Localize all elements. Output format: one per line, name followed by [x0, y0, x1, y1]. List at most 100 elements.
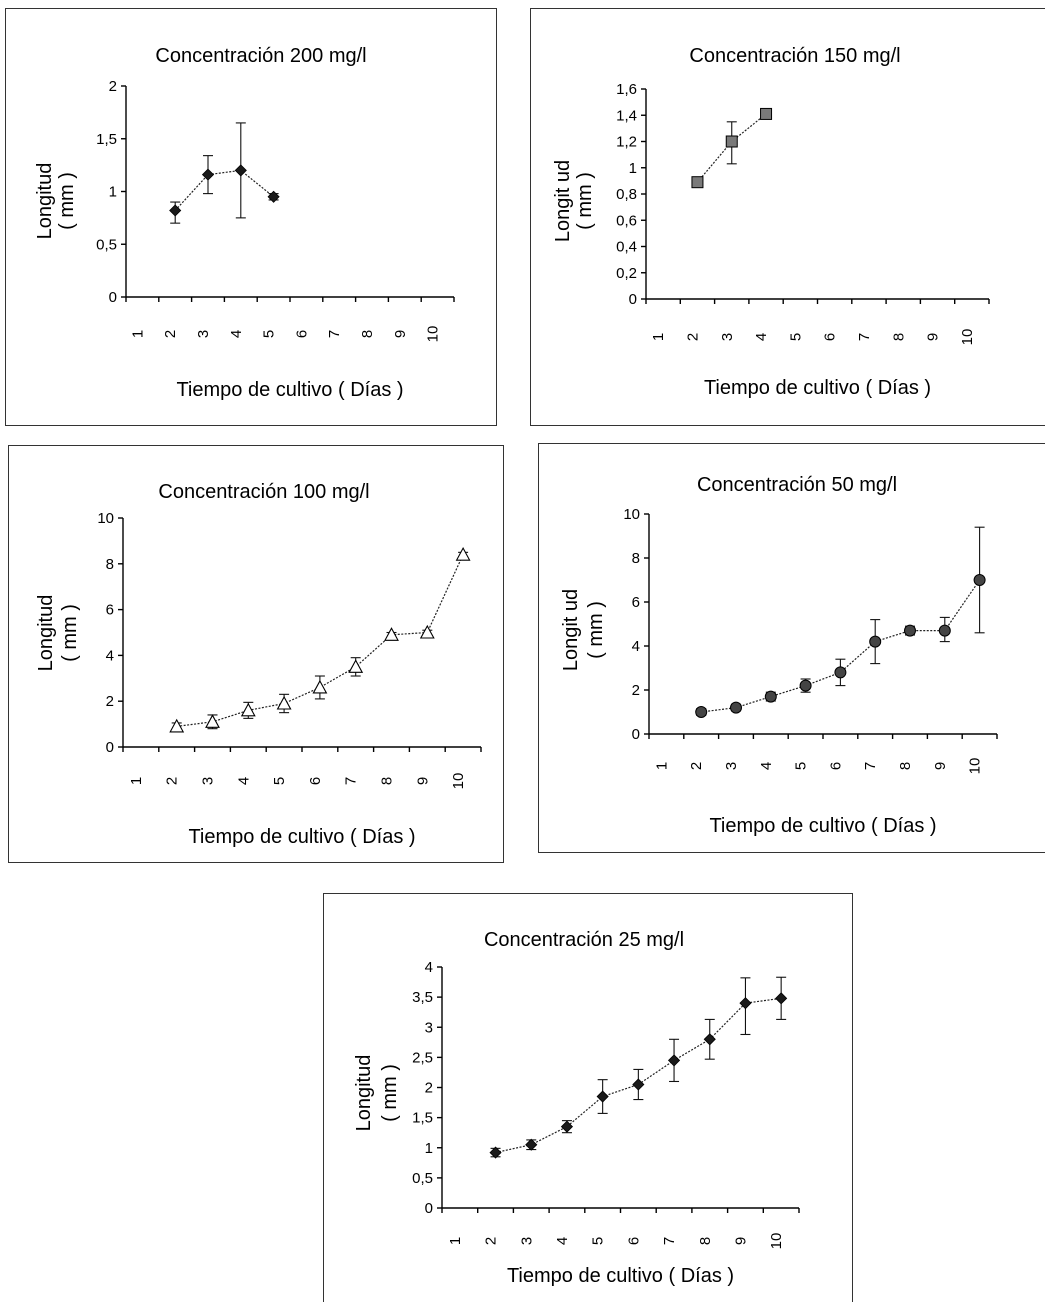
chart-50-point-6 — [904, 624, 916, 637]
chart-50-ytick-label-0: 0 — [632, 726, 640, 743]
chart-100-ylabel: Longitud — [35, 595, 57, 672]
chart-200-svg: Concentración 200 mg/l Longitud( mm ) Tiem… — [34, 45, 455, 401]
chart-150-ytick-label-2: 0,4 — [616, 239, 637, 256]
chart-25-ytick-label-5: 2,5 — [412, 1049, 433, 1066]
chart-25-title: Concentración 25 mg/l — [484, 929, 684, 951]
chart-150-xtick-label-7: 8 — [890, 333, 907, 341]
chart-100-ytick-label-5: 10 — [97, 510, 114, 527]
chart-25-xtick-label-0: 1 — [447, 1237, 464, 1245]
chart-100-point-0 — [169, 718, 185, 733]
chart-25-ytick-label-8: 4 — [425, 959, 433, 976]
chart-100-xtick-label-5: 6 — [307, 777, 324, 785]
chart-100-title: Concentración 100 mg/l — [158, 481, 369, 503]
chart-50-xtick-label-9: 10 — [967, 758, 984, 775]
chart-50-xtick-label-2: 3 — [723, 762, 740, 770]
chart-150-ytick-label-1: 0,2 — [616, 265, 637, 282]
chart-200-xtick-label-4: 5 — [261, 330, 278, 338]
chart-50-point-4 — [834, 666, 847, 679]
chart-200-point-3 — [267, 190, 280, 203]
chart-150-xtick-label-3: 4 — [753, 333, 770, 341]
chart-50-xtick-label-7: 8 — [897, 762, 914, 770]
chart-100-ytick-label-0: 0 — [106, 739, 114, 756]
chart-100-point-6 — [384, 627, 399, 641]
chart-50-xlabel: Tiempo de cultivo ( Días ) — [709, 815, 936, 837]
chart-100-xtick-label-9: 10 — [450, 773, 467, 790]
chart-150-xtick-label-2: 3 — [719, 333, 736, 341]
chart-150-ytick-label-3: 0,6 — [616, 212, 637, 229]
chart-50-xtick-label-3: 4 — [758, 762, 775, 770]
chart-50-point-7 — [938, 624, 951, 637]
chart-200-ytick-label-2: 1 — [109, 184, 117, 201]
chart-200-xtick-label-9: 10 — [425, 326, 442, 343]
chart-150-ylabel-unit: ( mm ) — [574, 172, 596, 230]
chart-25-ytick-label-7: 3,5 — [412, 989, 433, 1006]
chart-150-title: Concentración 150 mg/l — [689, 45, 900, 67]
chart-50-xtick-label-5: 6 — [827, 762, 844, 770]
chart-100-ytick-label-2: 4 — [106, 647, 114, 664]
chart-150-xtick-label-0: 1 — [650, 333, 667, 341]
chart-50-ylabel-unit: ( mm ) — [585, 601, 607, 659]
chart-150-xtick-label-9: 10 — [959, 329, 976, 346]
chart-50-point-3 — [799, 679, 812, 692]
chart-200-point-1 — [201, 168, 215, 181]
chart-25-xtick-label-4: 5 — [590, 1237, 607, 1245]
chart-100-point-7 — [419, 624, 435, 639]
chart-100-point-4 — [312, 679, 328, 694]
chart-25-point-7 — [739, 997, 752, 1010]
chart-50-xtick-label-4: 5 — [793, 762, 810, 770]
chart-150-xtick-label-4: 5 — [787, 333, 804, 341]
chart-25-point-8 — [775, 992, 788, 1005]
chart-100-point-8 — [455, 546, 471, 561]
chart-100-series-line — [176, 554, 464, 727]
chart-50-svg: Concentración 50 mg/l Longit ud( mm ) Tiem… — [560, 474, 998, 837]
chart-25-xtick-label-9: 10 — [768, 1233, 785, 1250]
chart-panel-150: Concentración 150 mg/l Longit ud( mm ) Tie… — [530, 8, 1045, 426]
chart-100-svg: Concentración 100 mg/l Longitud( mm ) Tiem… — [35, 481, 482, 848]
chart-50-xtick-label-8: 9 — [932, 762, 949, 770]
chart-25-xtick-label-2: 3 — [518, 1237, 535, 1245]
chart-50-point-0 — [695, 706, 708, 718]
chart-25-point-3 — [596, 1090, 609, 1103]
chart-100-xtick-label-0: 1 — [128, 777, 145, 785]
chart-50-ytick-label-1: 2 — [632, 682, 640, 699]
chart-25-point-6 — [703, 1033, 716, 1046]
chart-panel-200: Concentración 200 mg/l Longitud( mm ) Tiem… — [5, 8, 497, 426]
chart-25-xlabel: Tiempo de cultivo ( Días ) — [507, 1265, 734, 1287]
chart-50-ylabel: Longit ud — [560, 589, 582, 671]
chart-100-point-5 — [348, 659, 364, 673]
chart-25-point-4 — [632, 1078, 645, 1091]
chart-50-ytick-label-4: 8 — [632, 550, 640, 567]
chart-200-xtick-label-8: 9 — [392, 330, 409, 338]
chart-200-ylabel-unit: ( mm ) — [56, 172, 78, 230]
chart-100-point-1 — [205, 714, 220, 728]
chart-100-xtick-label-1: 2 — [164, 777, 181, 785]
chart-25-ytick-label-1: 0,5 — [412, 1170, 433, 1187]
chart-25-xtick-label-1: 2 — [483, 1237, 500, 1245]
chart-25-ytick-label-0: 0 — [425, 1200, 433, 1217]
chart-25-xtick-label-8: 9 — [732, 1237, 749, 1245]
chart-50-point-8 — [973, 574, 986, 586]
chart-panel-50: Concentración 50 mg/l Longit ud( mm ) Tiem… — [538, 443, 1045, 853]
chart-150-ytick-label-7: 1,4 — [616, 107, 637, 124]
chart-25-ytick-label-3: 1,5 — [412, 1110, 433, 1127]
chart-200-xtick-label-2: 3 — [195, 330, 212, 338]
chart-50-ytick-label-2: 4 — [632, 638, 640, 655]
chart-100-xtick-label-3: 4 — [235, 777, 252, 785]
chart-200-point-2 — [234, 164, 247, 177]
chart-200-xtick-label-7: 8 — [359, 330, 376, 338]
chart-200-ytick-label-0: 0 — [109, 289, 117, 306]
chart-150-xtick-label-6: 7 — [856, 333, 873, 341]
chart-150-point-0 — [691, 176, 704, 189]
chart-100-ylabel-unit: ( mm ) — [59, 604, 81, 662]
chart-150-point-1 — [725, 135, 738, 148]
chart-25-xtick-label-3: 4 — [554, 1237, 571, 1245]
chart-100-xtick-label-8: 9 — [414, 777, 431, 785]
chart-panel-25: Concentración 25 mg/l Longitud( mm ) Tiemp… — [323, 893, 853, 1302]
chart-100-xtick-label-7: 8 — [379, 777, 396, 785]
chart-150-ytick-label-4: 0,8 — [616, 186, 637, 203]
chart-50-ytick-label-5: 10 — [623, 506, 640, 523]
chart-150-point-2 — [760, 107, 773, 120]
chart-200-ytick-label-3: 1,5 — [96, 131, 117, 148]
chart-150-svg: Concentración 150 mg/l Longit ud( mm ) Tie… — [552, 45, 990, 399]
chart-50-point-1 — [730, 701, 742, 714]
